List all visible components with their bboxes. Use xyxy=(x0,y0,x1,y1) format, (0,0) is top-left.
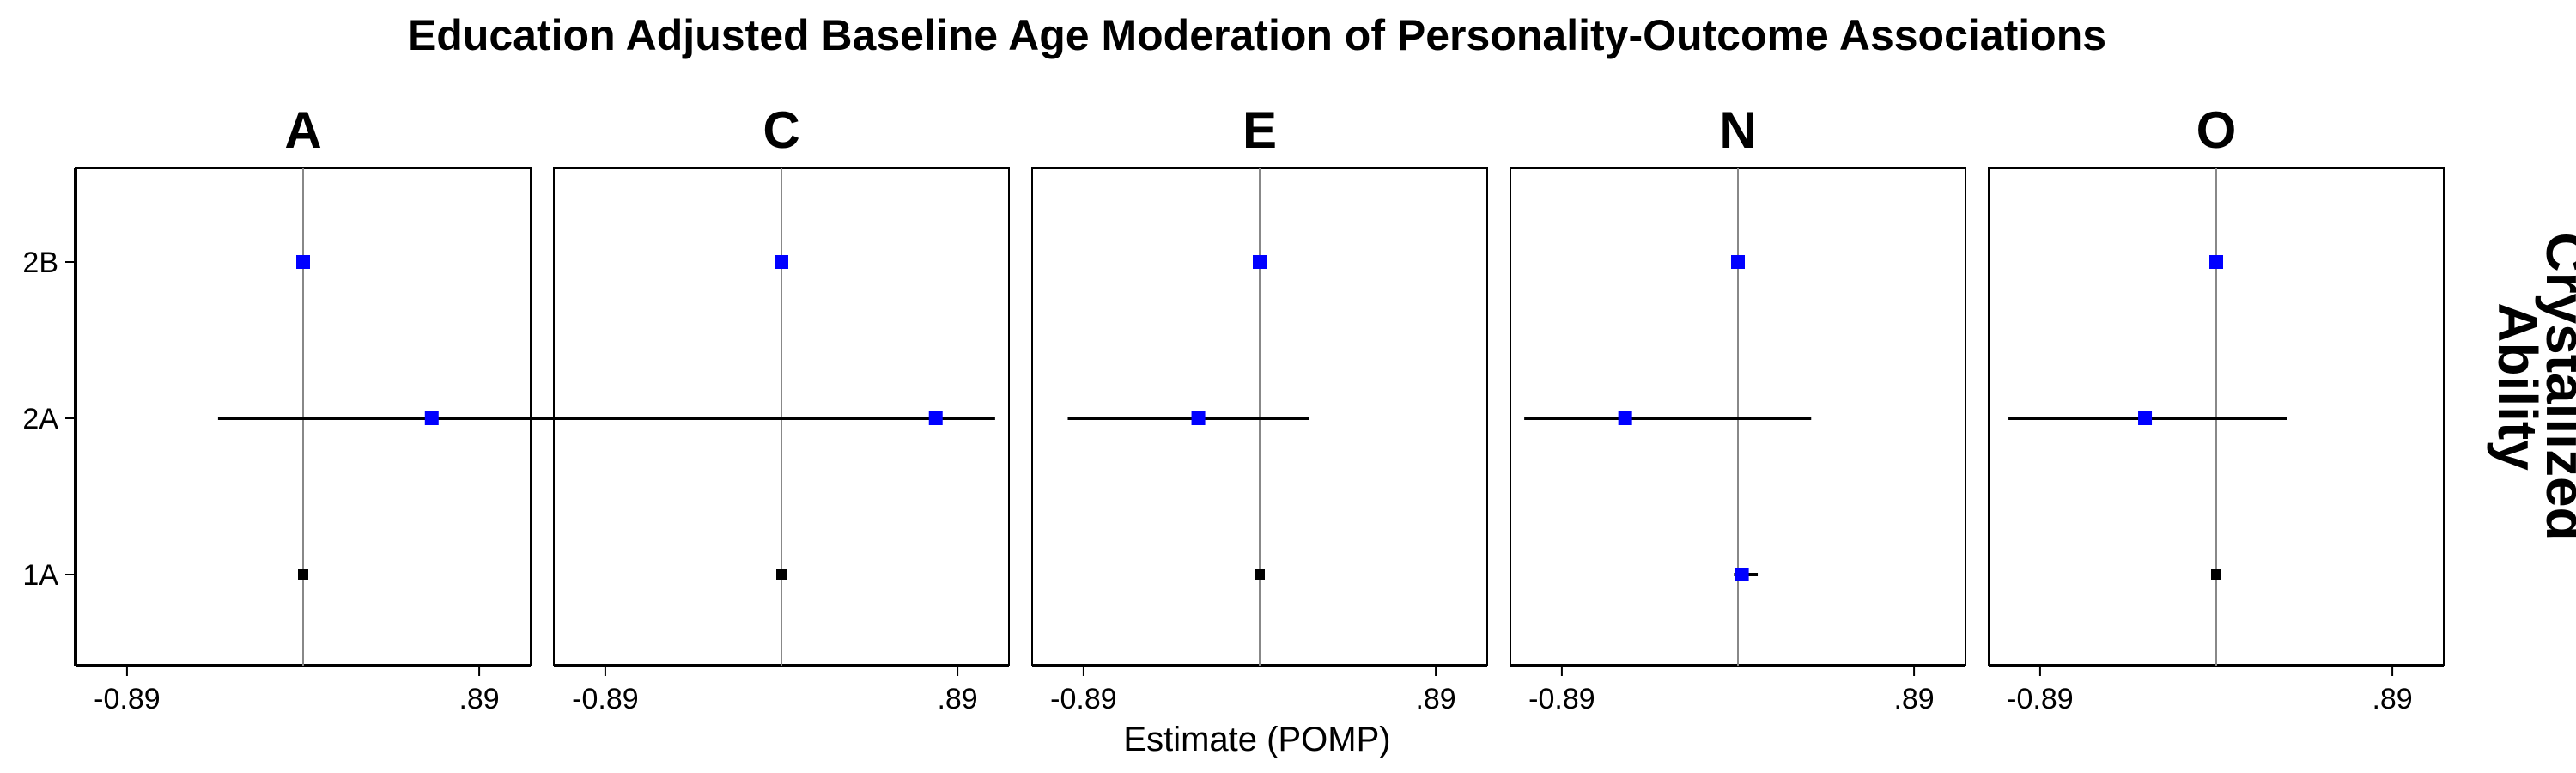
x-tick-label: .89 xyxy=(1893,683,1934,715)
facet-panels: A -0.89 .89 1A 2A 2B C -0.89 .89 E -0.89 .89 N -0.89.… xyxy=(22,101,2445,715)
y-tick-label: 1A xyxy=(22,559,58,592)
x-tick-label: -0.89 xyxy=(2007,683,2074,715)
facet-title: N xyxy=(1719,101,1756,159)
x-tick-label: .89 xyxy=(1415,683,1455,715)
data-point xyxy=(1253,255,1267,269)
facet-title: O xyxy=(2196,101,2237,159)
x-tick-label: .89 xyxy=(937,683,977,715)
y-tick-label: 2B xyxy=(22,247,58,279)
data-point xyxy=(2209,255,2223,269)
x-tick-label: -0.89 xyxy=(1528,683,1595,715)
panel-o: O -0.89 .89 xyxy=(1988,101,2445,715)
data-point xyxy=(296,255,310,269)
x-tick-label: -0.89 xyxy=(572,683,639,715)
data-point xyxy=(424,411,439,425)
row-strip-label-line-2: Ability xyxy=(2487,302,2549,471)
row-strip-label-line-1: Crystallized xyxy=(2535,232,2576,540)
chart-title: Education Adjusted Baseline Age Moderati… xyxy=(408,11,2106,59)
facet-title: C xyxy=(762,101,799,159)
panel-e: E -0.89 .89 xyxy=(1031,101,1488,715)
x-tick-label: .89 xyxy=(2372,683,2412,715)
panel-a: A -0.89 .89 1A 2A 2B xyxy=(22,101,719,715)
data-point xyxy=(775,255,788,269)
data-point xyxy=(2138,411,2153,425)
x-tick-label: .89 xyxy=(459,683,499,715)
data-point xyxy=(776,569,787,580)
x-tick-label: -0.89 xyxy=(94,683,161,715)
data-point xyxy=(2211,569,2221,580)
facet-title: E xyxy=(1242,101,1277,159)
data-point xyxy=(1731,255,1745,269)
x-axis-title: Estimate (POMP) xyxy=(1123,721,1390,758)
data-point xyxy=(1735,568,1749,581)
panel-c: C -0.89 .89 xyxy=(553,101,1010,715)
data-point xyxy=(1618,411,1632,425)
y-tick-label: 2A xyxy=(22,403,58,435)
data-point xyxy=(928,411,943,425)
row-strip-label: Crystallized Ability xyxy=(2487,232,2576,540)
data-point xyxy=(1255,569,1265,580)
panel-n: N -0.89 .89 xyxy=(1510,101,1966,715)
facet-title: A xyxy=(284,101,321,159)
data-point xyxy=(1191,411,1206,425)
x-tick-label: -0.89 xyxy=(1050,683,1117,715)
data-point xyxy=(298,569,308,580)
